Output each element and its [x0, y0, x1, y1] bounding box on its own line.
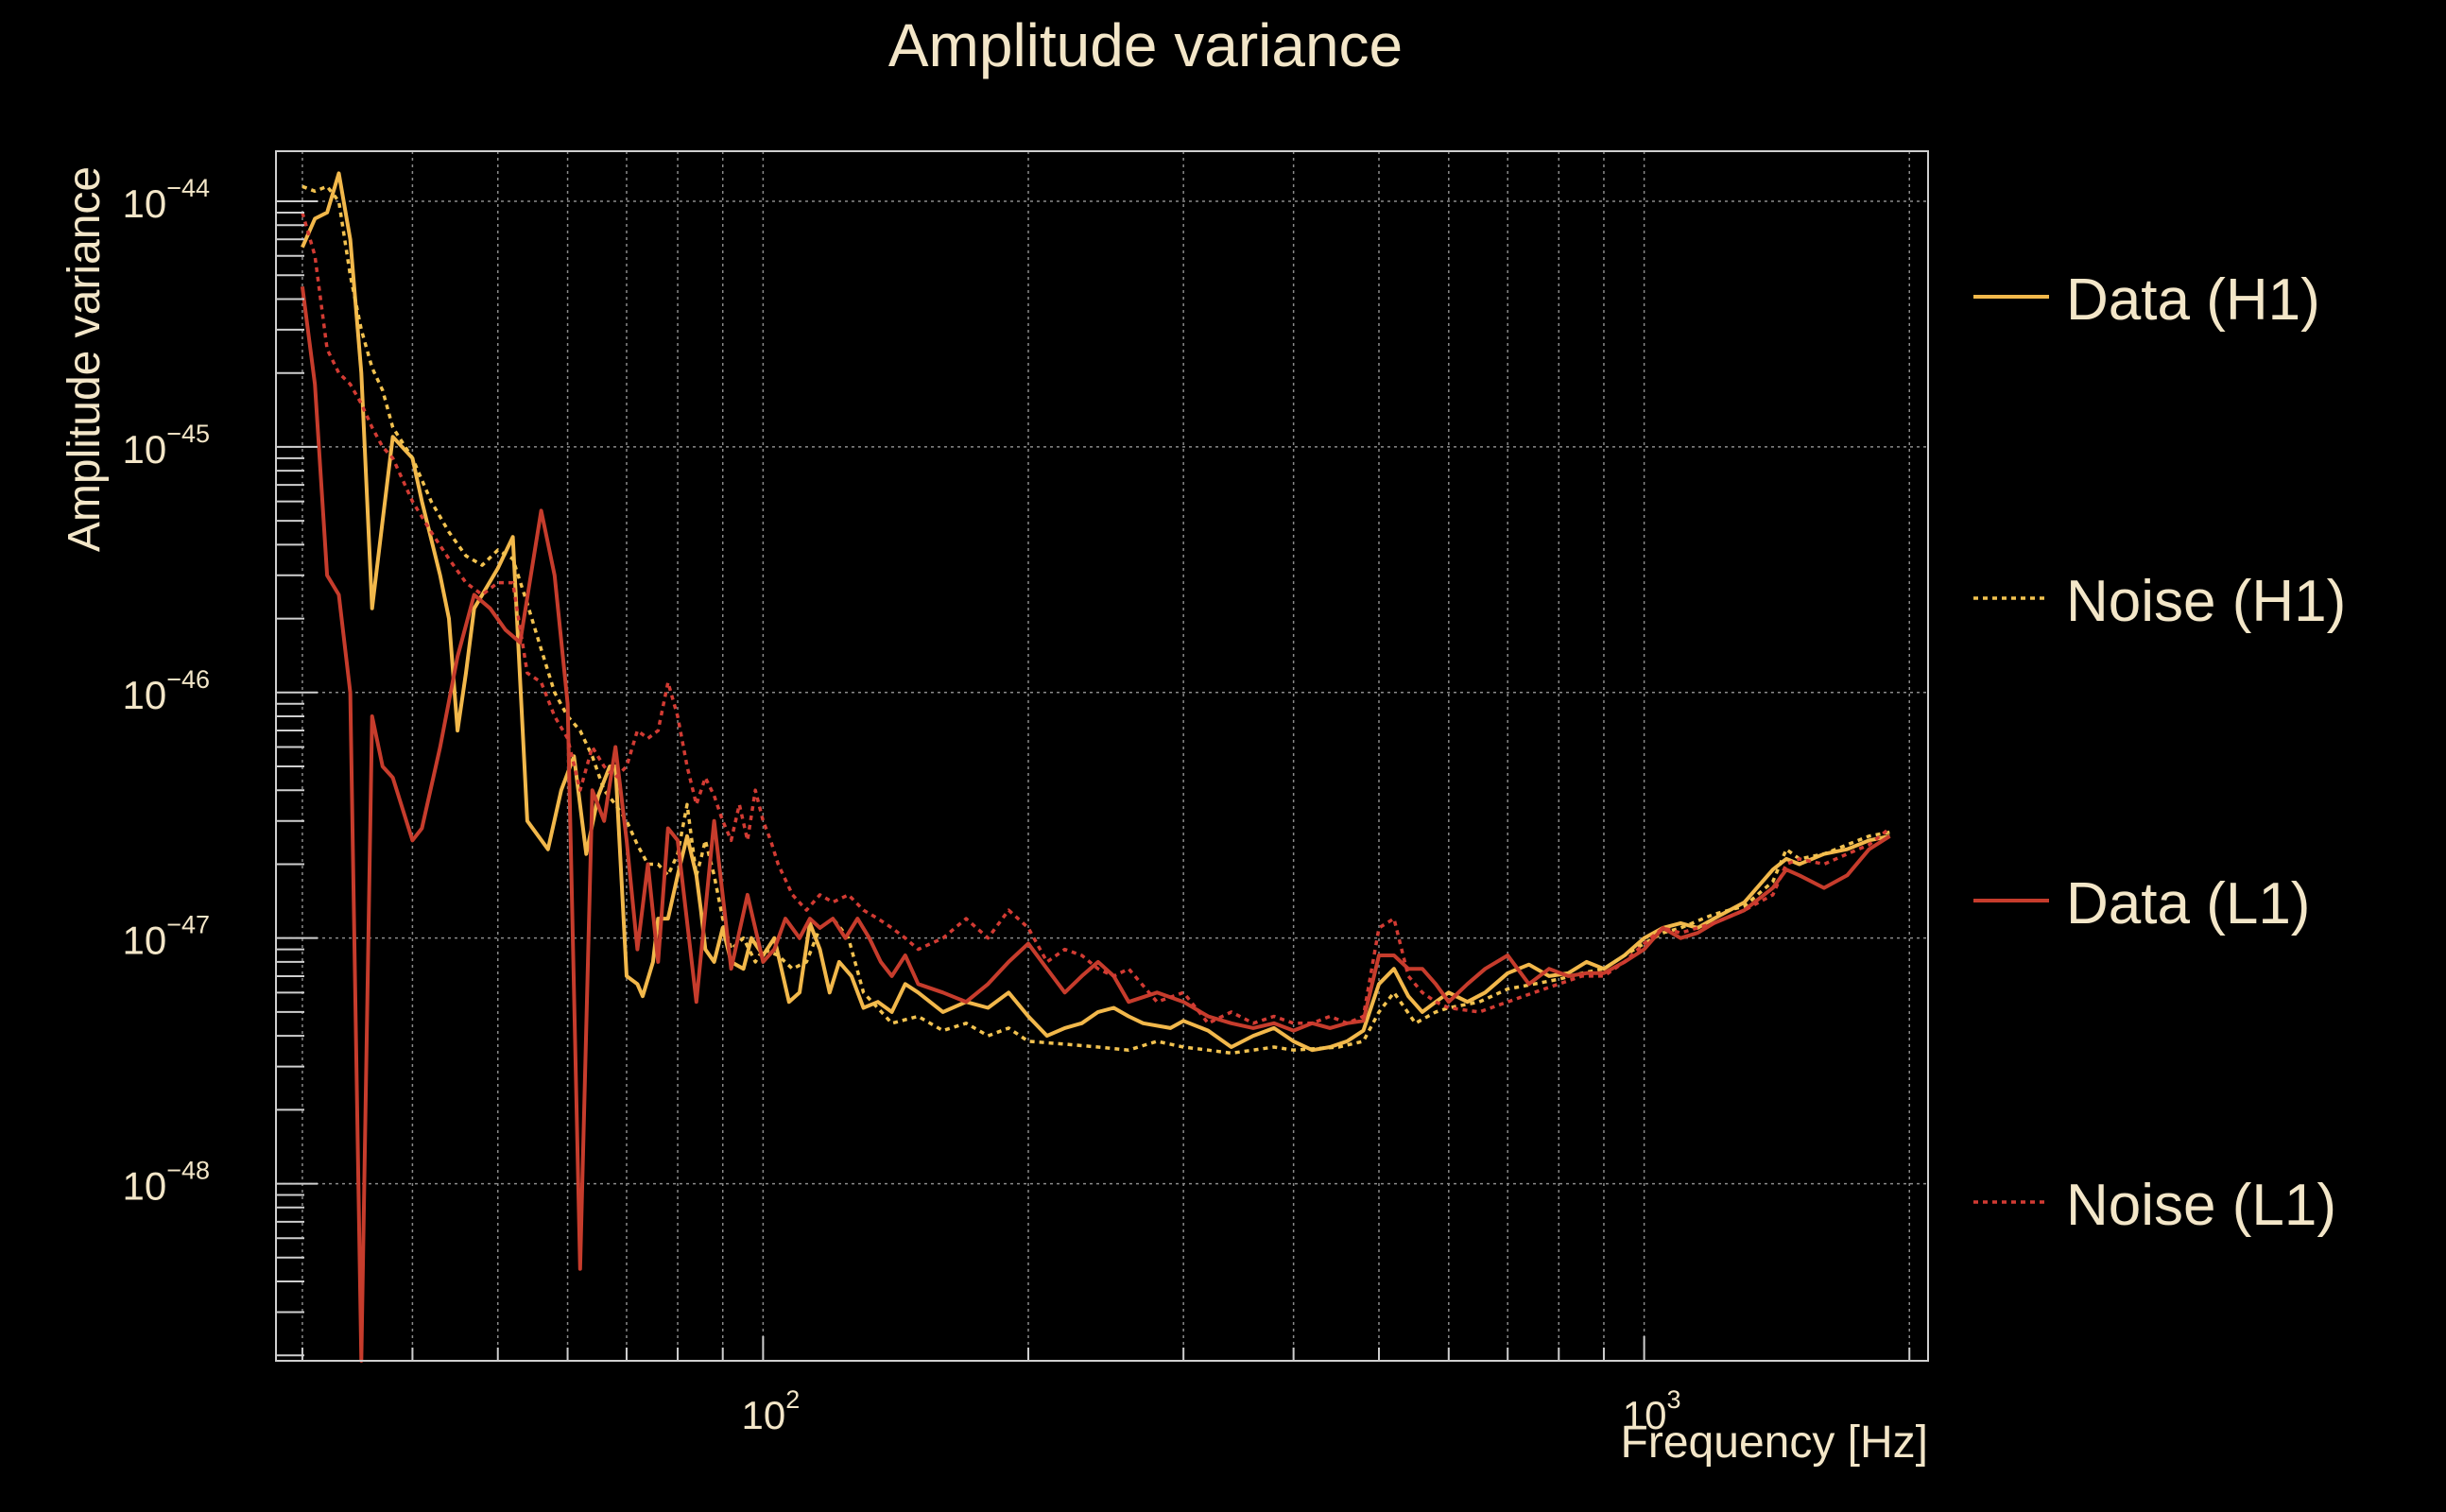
y-tick-label: 10−45 — [122, 420, 210, 472]
y-tick-exponent: −44 — [166, 174, 210, 202]
x-tick-exponent: 2 — [785, 1385, 800, 1414]
series-lines — [300, 171, 1891, 1363]
chart-title: Amplitude variance — [888, 11, 1403, 79]
axis-ticks — [276, 200, 1911, 1361]
legend-label-noise-h1: Noise (H1) — [2066, 569, 2346, 634]
legend-label-noise-l1: Noise (L1) — [2066, 1173, 2336, 1238]
y-tick-label: 10−48 — [122, 1157, 210, 1209]
series-line-data-l1 — [300, 285, 1891, 1363]
plot-frame — [275, 150, 1929, 1362]
y-tick-label: 10−44 — [122, 174, 210, 226]
y-tick-exponent: −46 — [166, 665, 210, 694]
x-tick-exponent: 3 — [1666, 1385, 1680, 1414]
y-tick-label: 10−46 — [122, 665, 210, 717]
y-axis-label: Amplitude variance — [60, 166, 110, 552]
legend-label-data-l1: Data (L1) — [2066, 871, 2310, 936]
y-tick-exponent: −47 — [166, 911, 210, 939]
x-tick-label: 102 — [742, 1385, 801, 1437]
x-axis-label: Frequency [Hz] — [1621, 1418, 1928, 1468]
legend-label-data-h1: Data (H1) — [2066, 267, 2320, 333]
y-tick-exponent: −48 — [166, 1157, 210, 1185]
series-line-data-h1 — [301, 171, 1890, 1053]
series-line-noise-l1 — [301, 212, 1891, 1025]
series-line-noise-h1 — [301, 184, 1890, 1056]
y-tick-exponent: −45 — [166, 420, 210, 448]
legend: Data (H1) Noise (H1) Data (L1) Noise (L1) — [1973, 267, 2346, 1238]
y-tick-label: 10−47 — [122, 911, 210, 963]
